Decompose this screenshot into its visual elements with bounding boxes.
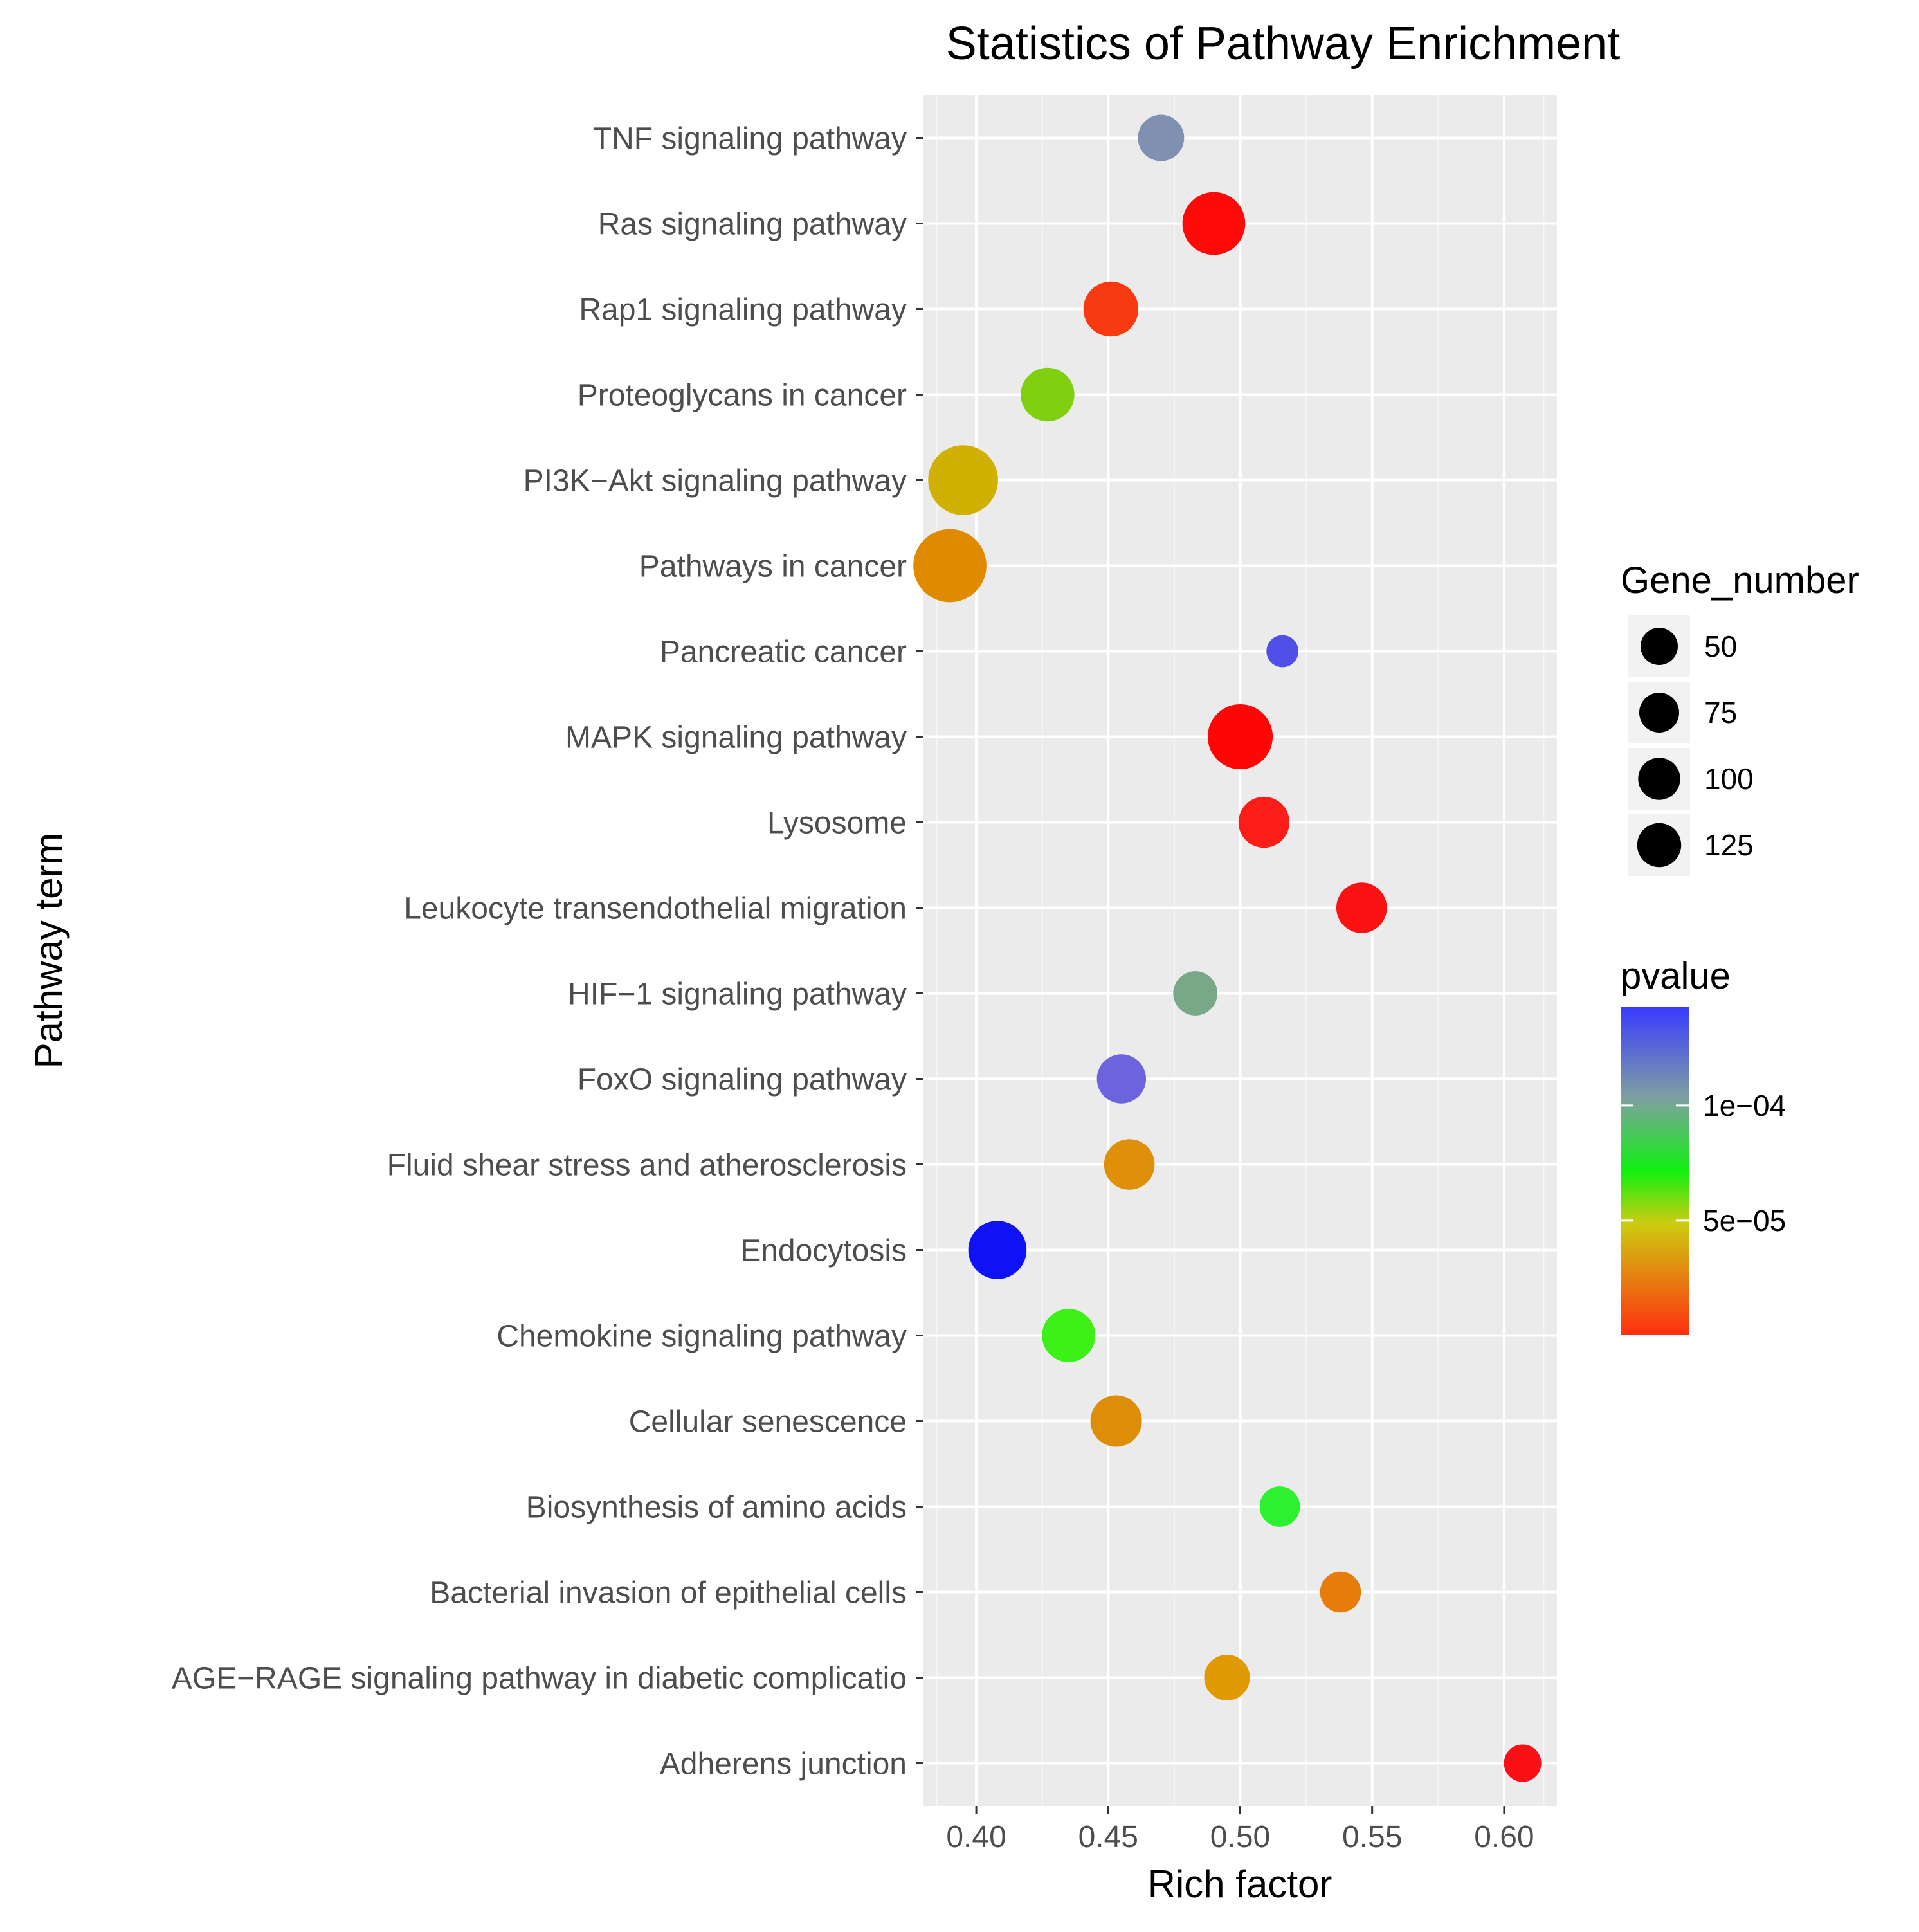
data-point bbox=[1182, 192, 1246, 255]
y-tick-label: HIF−1 signaling pathway bbox=[568, 978, 907, 1012]
y-tick-label: MAPK signaling pathway bbox=[565, 721, 907, 755]
x-tick-label: 0.60 bbox=[1474, 1820, 1534, 1854]
data-point bbox=[1042, 1309, 1096, 1362]
data-point bbox=[1320, 1571, 1361, 1613]
data-point bbox=[1021, 367, 1075, 422]
x-tick-label: 0.40 bbox=[946, 1820, 1006, 1854]
y-tick-label: Chemokine signaling pathway bbox=[496, 1320, 907, 1354]
y-tick-label: Pancreatic cancer bbox=[660, 635, 907, 670]
color-bar bbox=[1621, 1007, 1689, 1335]
y-tick-label: PI3K−Akt signaling pathway bbox=[523, 464, 907, 498]
size-legend: 50 75 100 125 bbox=[1628, 615, 1754, 876]
data-point bbox=[1504, 1744, 1542, 1782]
data-point bbox=[928, 445, 998, 515]
x-axis: 0.40 0.45 0.50 0.55 0.60 bbox=[946, 1806, 1534, 1854]
y-tick-label: Cellular senescence bbox=[629, 1405, 907, 1439]
data-point bbox=[1204, 1654, 1250, 1701]
data-point bbox=[1090, 1395, 1142, 1447]
y-tick-label: Leukocyte transendothelial migration bbox=[404, 892, 907, 926]
data-point bbox=[1096, 1054, 1147, 1104]
data-point bbox=[1336, 882, 1387, 933]
data-point bbox=[1173, 971, 1218, 1016]
chart-title: Statistics of Pathway Enrichment bbox=[946, 18, 1620, 69]
data-point bbox=[968, 1221, 1027, 1279]
size-legend-label: 125 bbox=[1704, 828, 1754, 862]
y-tick-label: Fluid shear stress and atherosclerosis bbox=[387, 1149, 907, 1183]
size-legend-label: 100 bbox=[1704, 762, 1754, 796]
size-legend-dot bbox=[1639, 692, 1680, 733]
data-point bbox=[1138, 114, 1185, 161]
x-tick-label: 0.50 bbox=[1210, 1820, 1270, 1854]
data-point bbox=[1266, 635, 1299, 668]
y-tick-label: Ras signaling pathway bbox=[598, 208, 907, 242]
data-point bbox=[1207, 704, 1273, 770]
size-legend-label: 50 bbox=[1704, 630, 1737, 663]
y-tick-label: Endocytosis bbox=[740, 1234, 907, 1268]
y-tick-label: Biosynthesis of amino acids bbox=[526, 1491, 907, 1525]
y-tick-label: Proteoglycans in cancer bbox=[578, 379, 907, 413]
data-point bbox=[1083, 281, 1139, 337]
color-tick-label: 5e−05 bbox=[1703, 1204, 1786, 1237]
y-tick-label: Bacterial invasion of epithelial cells bbox=[430, 1576, 907, 1610]
y-tick-label: Lysosome bbox=[767, 807, 907, 841]
size-legend-dot bbox=[1638, 758, 1680, 800]
data-point bbox=[913, 529, 987, 603]
y-axis: TNF signaling pathway Ras signaling pathw… bbox=[172, 122, 923, 1782]
y-tick-label: FoxO signaling pathway bbox=[578, 1063, 907, 1097]
size-legend-dot bbox=[1641, 628, 1678, 665]
y-tick-label: Adherens junction bbox=[660, 1747, 907, 1782]
x-axis-title: Rich factor bbox=[1148, 1863, 1332, 1906]
data-point bbox=[1259, 1486, 1300, 1527]
major-gridlines bbox=[923, 95, 1557, 1806]
y-tick-label: Rap1 signaling pathway bbox=[579, 293, 907, 327]
data-point bbox=[1104, 1139, 1155, 1190]
color-legend-ticks: 1e−04 5e−05 bbox=[1621, 1089, 1786, 1237]
x-tick-label: 0.55 bbox=[1342, 1820, 1402, 1854]
size-legend-label: 75 bbox=[1704, 696, 1737, 729]
size-legend-title: Gene_number bbox=[1621, 560, 1859, 601]
size-legend-dot bbox=[1637, 823, 1682, 868]
y-tick-label: Pathways in cancer bbox=[639, 550, 907, 584]
color-tick-label: 1e−04 bbox=[1703, 1089, 1786, 1122]
data-point bbox=[1238, 796, 1290, 848]
y-tick-label: TNF signaling pathway bbox=[593, 122, 907, 156]
color-legend-title: pvalue bbox=[1621, 955, 1731, 997]
data-points bbox=[913, 114, 1542, 1782]
x-tick-label: 0.45 bbox=[1078, 1820, 1138, 1854]
y-tick-label: AGE−RAGE signaling pathway in diabetic c… bbox=[172, 1662, 907, 1696]
y-axis-title: Pathway term bbox=[27, 833, 70, 1069]
